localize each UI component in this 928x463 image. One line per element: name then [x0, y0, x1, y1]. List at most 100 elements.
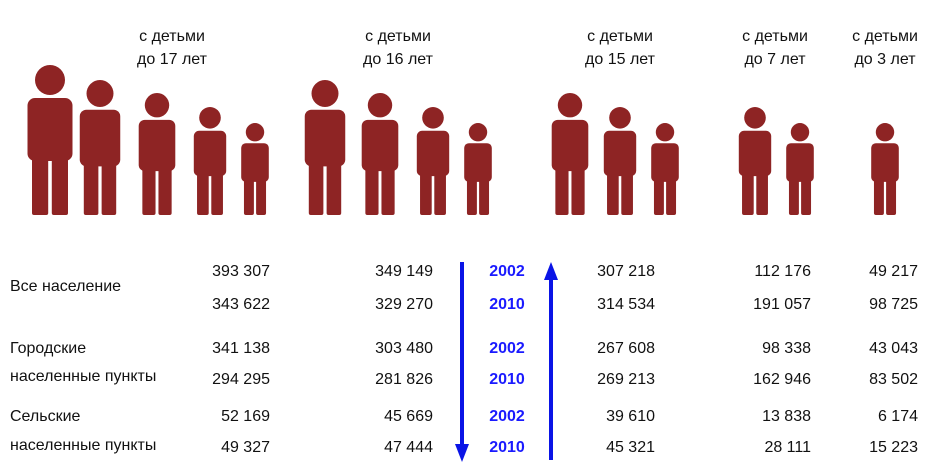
column-header: с детьми	[365, 28, 431, 45]
leg	[788, 173, 799, 215]
leg	[621, 166, 633, 215]
leg	[243, 173, 254, 215]
person-icon	[786, 123, 814, 215]
row-label: Городские	[10, 340, 86, 357]
person-icon	[651, 123, 679, 215]
head	[144, 93, 170, 118]
column-header: с детьми	[852, 28, 918, 45]
torso	[241, 143, 269, 182]
value-cell: 314 534	[597, 296, 655, 313]
torso	[651, 143, 679, 182]
value-cell: 45 669	[384, 408, 433, 425]
value-cell: 13 838	[762, 408, 811, 425]
column-header: с детьми	[587, 28, 653, 45]
leg	[101, 154, 117, 215]
leg	[197, 166, 209, 215]
torso	[416, 130, 450, 177]
head	[609, 107, 631, 129]
torso	[464, 143, 492, 182]
person-icon	[193, 107, 227, 215]
head	[655, 123, 675, 142]
person-icon	[603, 107, 637, 215]
leg	[653, 173, 664, 215]
head	[245, 123, 265, 142]
row-label: Сельские	[10, 408, 81, 425]
year: 2002	[489, 340, 525, 357]
leg	[420, 166, 432, 215]
value-cell: 393 307	[212, 263, 270, 280]
head	[790, 123, 810, 142]
torso	[738, 130, 772, 177]
leg	[142, 160, 156, 215]
person-icon	[361, 93, 399, 215]
head	[86, 80, 114, 107]
value-cell: 329 270	[375, 296, 433, 313]
leg	[756, 166, 768, 215]
column-header: до 17 лет	[137, 51, 208, 68]
torso	[871, 143, 899, 182]
leg	[555, 160, 569, 215]
leg	[326, 154, 342, 215]
value-cell: 45 321	[606, 439, 655, 456]
value-cell: 28 111	[764, 439, 811, 456]
row-label: населенные пункты	[10, 368, 156, 385]
value-cell: 343 622	[212, 296, 270, 313]
row-label: населенные пункты	[10, 437, 156, 454]
head	[311, 80, 339, 107]
person-icon	[738, 107, 772, 215]
value-cell: 269 213	[597, 371, 655, 388]
person-icon	[241, 123, 269, 215]
person-icon	[79, 80, 121, 215]
torso	[79, 109, 121, 167]
value-cell: 43 043	[869, 340, 918, 357]
value-cell: 49 327	[221, 439, 270, 456]
person-icon	[464, 123, 492, 215]
torso	[138, 119, 176, 172]
value-cell: 162 946	[753, 371, 811, 388]
value-cell: 341 138	[212, 340, 270, 357]
torso	[27, 98, 73, 161]
value-cell: 112 176	[754, 263, 811, 280]
value-cell: 307 218	[597, 263, 655, 280]
leg	[479, 173, 490, 215]
person-icon	[416, 107, 450, 215]
leg	[365, 160, 379, 215]
value-cell: 281 826	[375, 371, 433, 388]
head	[367, 93, 393, 118]
person-icon	[551, 93, 589, 215]
person-icon	[304, 80, 346, 215]
column-header: с детьми	[139, 28, 205, 45]
person-icon	[871, 123, 899, 215]
leg	[466, 173, 477, 215]
value-cell: 15 223	[869, 439, 918, 456]
leg	[571, 160, 585, 215]
leg	[32, 147, 49, 215]
leg	[308, 154, 324, 215]
value-cell: 303 480	[375, 340, 433, 357]
head	[35, 65, 65, 95]
value-cell: 349 149	[375, 263, 433, 280]
value-cell: 191 057	[753, 296, 811, 313]
leg	[742, 166, 754, 215]
column-header: до 15 лет	[585, 51, 656, 68]
value-cell: 52 169	[221, 408, 270, 425]
value-cell: 267 608	[597, 340, 655, 357]
column-header: с детьми	[742, 28, 808, 45]
torso	[193, 130, 227, 177]
leg	[607, 166, 619, 215]
leg	[256, 173, 267, 215]
person-icon	[138, 93, 176, 215]
year: 2010	[489, 296, 525, 313]
head	[199, 107, 221, 129]
year: 2010	[489, 371, 525, 388]
head	[557, 93, 583, 118]
leg	[83, 154, 99, 215]
torso	[786, 143, 814, 182]
year: 2002	[489, 408, 525, 425]
value-cell: 47 444	[384, 439, 433, 456]
leg	[211, 166, 223, 215]
value-cell: 49 217	[869, 263, 918, 280]
leg	[51, 147, 68, 215]
head	[422, 107, 444, 129]
